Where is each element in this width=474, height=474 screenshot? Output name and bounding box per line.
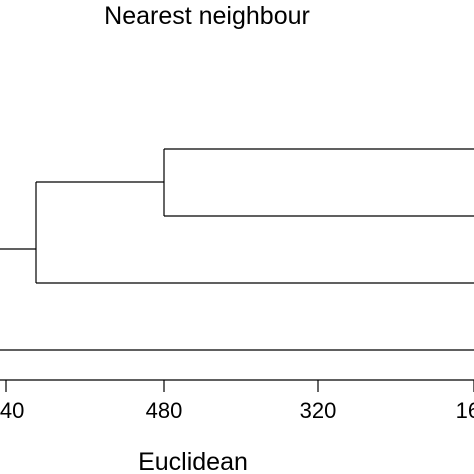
x-tick-label-3: 320 (300, 398, 337, 423)
x-tick-label-1: 640 (0, 398, 24, 423)
x-tick-label-4: 160 (456, 398, 474, 423)
figure-title: Nearest neighbour (104, 2, 310, 30)
x-axis-label: Euclidean (138, 448, 248, 474)
x-tick-label-2: 480 (146, 398, 183, 423)
dendrogram (0, 148, 474, 351)
x-axis: 640 480 320 160 (0, 379, 474, 423)
